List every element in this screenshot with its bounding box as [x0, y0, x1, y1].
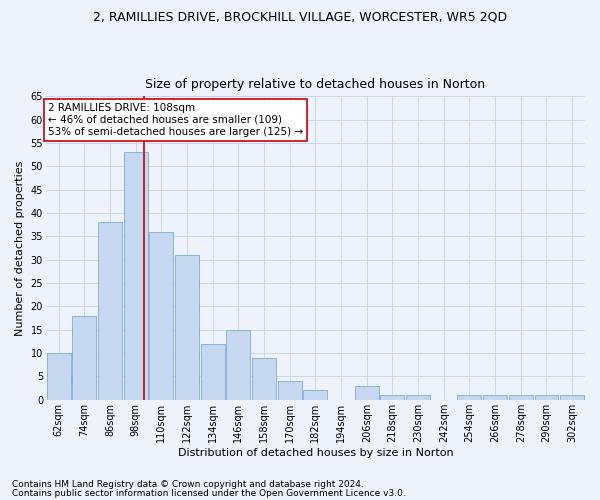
Bar	[278, 381, 302, 400]
Bar	[73, 316, 97, 400]
Bar	[98, 222, 122, 400]
Bar	[304, 390, 328, 400]
Bar	[252, 358, 276, 400]
Text: 2 RAMILLIES DRIVE: 108sqm
← 46% of detached houses are smaller (109)
53% of semi: 2 RAMILLIES DRIVE: 108sqm ← 46% of detac…	[48, 104, 303, 136]
Text: Contains public sector information licensed under the Open Government Licence v3: Contains public sector information licen…	[12, 489, 406, 498]
Bar	[355, 386, 379, 400]
Bar	[124, 152, 148, 400]
Bar	[380, 395, 404, 400]
Bar	[201, 344, 224, 400]
Bar	[406, 395, 430, 400]
Bar	[149, 232, 173, 400]
X-axis label: Distribution of detached houses by size in Norton: Distribution of detached houses by size …	[178, 448, 453, 458]
Text: Contains HM Land Registry data © Crown copyright and database right 2024.: Contains HM Land Registry data © Crown c…	[12, 480, 364, 489]
Title: Size of property relative to detached houses in Norton: Size of property relative to detached ho…	[145, 78, 485, 91]
Bar	[535, 395, 559, 400]
Bar	[47, 353, 71, 400]
Y-axis label: Number of detached properties: Number of detached properties	[15, 160, 25, 336]
Bar	[509, 395, 533, 400]
Bar	[560, 395, 584, 400]
Bar	[457, 395, 481, 400]
Bar	[175, 255, 199, 400]
Bar	[226, 330, 250, 400]
Bar	[483, 395, 507, 400]
Text: 2, RAMILLIES DRIVE, BROCKHILL VILLAGE, WORCESTER, WR5 2QD: 2, RAMILLIES DRIVE, BROCKHILL VILLAGE, W…	[93, 10, 507, 23]
